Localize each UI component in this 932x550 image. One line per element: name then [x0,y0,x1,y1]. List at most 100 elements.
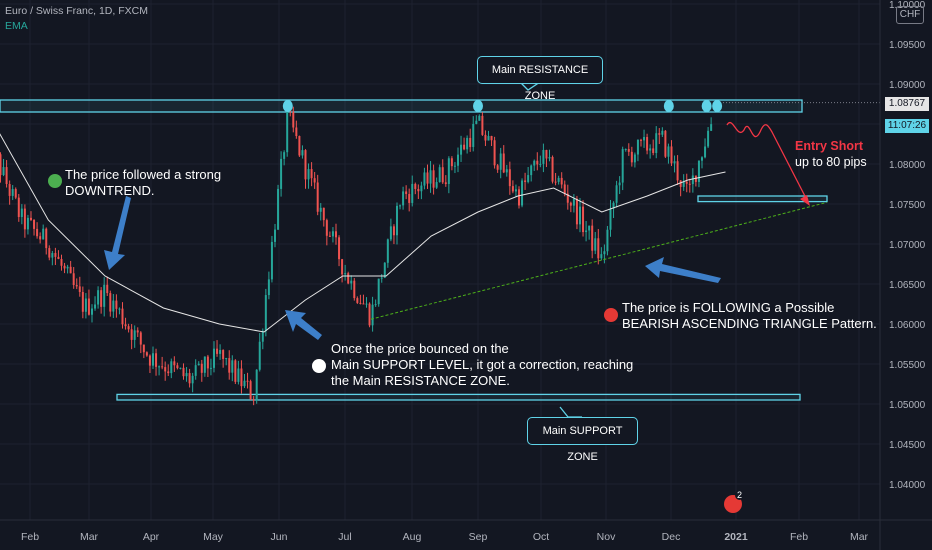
candle-body [258,341,261,370]
candle-body [444,182,447,184]
zones-layer [0,99,880,401]
candle-body [417,188,420,192]
candle-body [341,259,344,275]
candle-body [667,146,670,157]
entry-short-note: Entry Short up to 80 pips [795,138,867,170]
candle-body [557,177,560,182]
time-tick-label: Dec [662,531,681,543]
candle-body [75,285,78,287]
candle-body [643,137,646,141]
candle-body [484,134,487,141]
symbol-title[interactable]: Euro / Swiss Franc, 1D, FXCM [5,5,148,17]
candle-body [493,140,496,166]
candle-body [267,279,270,296]
notification-icon[interactable]: 2 [724,490,745,513]
candle-body [368,303,371,326]
time-axis[interactable]: Feb Mar Apr May Jun Jul Aug Sep Oct Nov Dec 2021 Feb… [0,519,932,543]
ema-legend-label[interactable]: EMA [5,20,28,32]
ema-line [0,133,726,333]
candle-body [145,352,148,356]
candle-body [139,332,142,345]
candle-body [578,206,581,225]
price-tick-label: 1.09000 [889,80,926,91]
candle-body [97,290,100,305]
candle-body [234,360,237,382]
candle-body [386,239,389,263]
time-tick-label: Oct [533,531,549,543]
candle-body [511,186,514,192]
warning-icon [604,308,618,322]
candle-body [301,150,304,156]
candle-body [395,205,398,236]
price-tick-label: 1.07500 [889,200,926,211]
candle-body [652,148,655,153]
candle-body [216,348,219,354]
time-tick-label: Apr [143,531,160,543]
candle-body [173,361,176,366]
candle-body [29,217,32,220]
candle-body [310,169,313,179]
candle-body [200,363,203,373]
price-tick-label: 1.04500 [889,440,926,451]
entry-projection-arrowhead [800,195,810,206]
candle-body [133,330,136,340]
candle-body [402,191,405,206]
currency-badge[interactable]: CHF [896,6,924,24]
candle-body [636,139,639,155]
candle-body [264,295,267,331]
candle-body [609,208,612,230]
candle-body [450,158,453,167]
candle-body [380,277,383,279]
candle-body [585,230,588,233]
price-tick-label: 1.08000 [889,160,926,171]
candle-body [36,228,39,237]
candle-body [261,330,264,342]
candle-body [319,207,322,212]
candle-body [466,137,469,150]
candle-body [225,358,228,360]
candle-body [170,361,173,374]
candle-body [45,228,48,249]
candle-body [255,369,258,401]
candle-body [365,303,368,305]
candle-body [298,136,301,156]
candle-body [243,380,246,387]
candle-body [582,206,585,233]
candle-body [161,366,164,368]
candle-body [624,149,627,151]
candle-body [472,123,475,147]
ema-line-layer [0,133,726,333]
candle-body [228,358,231,373]
candle-body [670,146,673,164]
candle-body [600,254,603,259]
candle-body [463,144,466,150]
check-icon [48,174,62,188]
candle-body [292,111,295,128]
candle-body [700,157,703,161]
candle-body [203,356,206,373]
candle-body [618,182,621,186]
candle-body [359,302,362,304]
candle-body [606,229,609,252]
price-axis[interactable]: 1.100001.095001.090001.085001.080001.075… [879,0,926,550]
time-tick-label: Jul [338,531,351,543]
candles-layer [0,104,713,406]
candle-body [371,304,374,326]
candle-body [283,152,286,159]
candle-body [682,181,685,187]
candle-body [420,185,423,192]
candle-body [60,258,63,266]
candle-body [597,238,600,259]
candle-body [118,308,121,310]
candle-body [176,365,179,369]
last-price-tag: 1.08767 [885,97,929,111]
candle-body [517,189,520,206]
candle-body [246,380,249,382]
candle-body [545,149,548,159]
candle-body [411,183,414,203]
candle-body [704,146,707,158]
candle-body [429,170,432,184]
candle-body [551,157,554,182]
candle-body [151,353,154,366]
